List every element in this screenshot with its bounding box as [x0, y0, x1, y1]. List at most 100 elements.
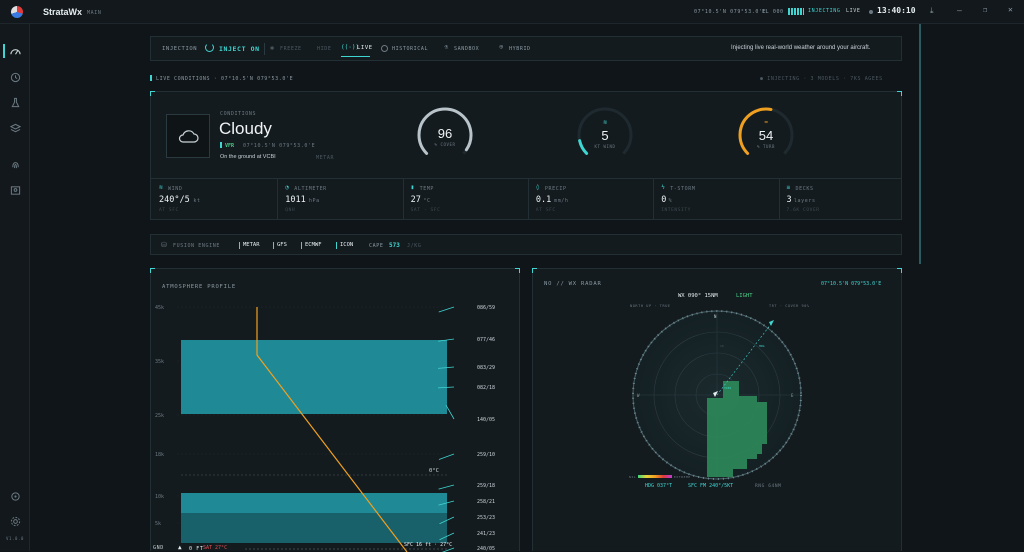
- svg-text:VCBI: VCBI: [724, 386, 731, 390]
- conditions-source: METAR: [316, 155, 335, 161]
- injection-toolbar: INJECTION INJECT ON ✱ FREEZE HIDE ((·)) …: [150, 36, 902, 61]
- fusion-icon: ⛁: [161, 241, 167, 249]
- wind-label: 253/23: [477, 515, 495, 521]
- tab-live-underline: [341, 56, 370, 57]
- altitude-tick: 25k: [155, 413, 164, 419]
- fingerprint-icon[interactable]: [8, 157, 22, 171]
- wind-label: 258/21: [477, 499, 495, 505]
- altitude-tick: 45k: [155, 305, 164, 311]
- layers-icon: ≡: [786, 184, 791, 191]
- layers-icon[interactable]: [8, 121, 22, 135]
- settings-gear-icon[interactable]: [8, 514, 22, 528]
- svg-text:HDG: HDG: [759, 344, 765, 348]
- history-icon[interactable]: [8, 70, 22, 84]
- metric-decks: ≡ DECKS 3 layers 7.6K COVER: [778, 179, 904, 219]
- panel-corner: [532, 268, 537, 273]
- cloud-layer-low: [181, 493, 447, 513]
- metric-wind: ≋ WIND 240°/5 kt AT SFC: [152, 179, 277, 219]
- dashboard-icon[interactable]: [8, 44, 22, 58]
- minimize-button[interactable]: –: [957, 6, 962, 15]
- altitude-tick: 5k: [155, 521, 161, 527]
- intensity-scale-bar: [638, 475, 672, 478]
- panel-corner: [150, 91, 155, 96]
- wind-icon: ≋: [159, 184, 163, 191]
- metric-unit: mm/h: [554, 198, 569, 204]
- wind-barb: [438, 366, 455, 369]
- app-name: StrataWx: [43, 7, 83, 17]
- wind-barb: [438, 453, 455, 460]
- altitude-tick: 35k: [155, 359, 164, 365]
- wind-label: 077/46: [477, 337, 495, 343]
- hide-button[interactable]: HIDE: [317, 46, 332, 52]
- radar-heading: HDG 037°T: [645, 483, 673, 489]
- metric-unit: °C: [423, 198, 431, 204]
- metrics-divider: [151, 178, 901, 179]
- lightning-icon: ϟ: [661, 184, 665, 191]
- atmosphere-title: ATMOSPHERE PROFILE: [162, 284, 237, 290]
- panel-corner: [897, 268, 902, 273]
- clock-dot-icon: [869, 10, 873, 14]
- close-button[interactable]: ✕: [1008, 5, 1013, 14]
- tab-hybrid[interactable]: HYBRID: [509, 46, 531, 52]
- gauge-label: KT WIND: [594, 144, 616, 149]
- radar-alt-label: TRT · COVER 90%: [769, 304, 810, 308]
- gauge-label: % TURB: [756, 144, 776, 149]
- radar-scope: N W E 10 HDG VCBI: [632, 310, 802, 480]
- metric-sub: AT SFC: [535, 208, 556, 213]
- inject-on-toggle[interactable]: INJECT ON: [219, 45, 260, 53]
- wind-barb: [445, 404, 455, 420]
- freeze-button[interactable]: FREEZE: [280, 46, 302, 52]
- cape-value: 573: [389, 242, 400, 249]
- metric-value: 0.1: [535, 195, 552, 205]
- maximize-button[interactable]: ❐: [983, 6, 988, 14]
- lab-icon[interactable]: [8, 95, 22, 109]
- conditions-location: On the ground at VCBI: [220, 154, 276, 160]
- scale-low-label: NIL: [629, 475, 637, 479]
- svg-text:N: N: [714, 314, 717, 319]
- svg-text:E: E: [791, 393, 794, 398]
- tab-historical[interactable]: HISTORICAL: [392, 46, 429, 52]
- source-gfs: GFS: [277, 242, 287, 248]
- wind-lines-icon: ≋: [603, 119, 607, 126]
- flight-rule-badge: VFR: [225, 143, 235, 149]
- fusion-engine-bar: ⛁ FUSION ENGINE METAR GFS ECMWF ICON CAP…: [150, 234, 902, 255]
- svg-text:10: 10: [720, 344, 724, 348]
- metric-label: TEMP: [419, 186, 435, 192]
- scrollbar-thumb[interactable]: [919, 24, 921, 264]
- metric-value: 240°/5: [159, 195, 190, 205]
- metric-altimeter: ◔ ALTIMETER 1011 hPa QNH: [277, 179, 402, 219]
- power-icon: [205, 43, 214, 52]
- ground-label: GND: [153, 545, 164, 551]
- panel-corner: [150, 268, 155, 273]
- section-marker: [150, 75, 152, 81]
- wind-barb: [439, 532, 455, 541]
- app-version: v1.0.0: [6, 536, 25, 541]
- wind-barb: [441, 547, 455, 552]
- download-icon[interactable]: ⤓: [930, 6, 934, 15]
- sat-temp: SAT 27°C: [203, 545, 228, 551]
- conditions-panel: CONDITIONS Cloudy VFR 07°10.5'N 079°53.0…: [150, 91, 902, 220]
- metric-label: ALTIMETER: [294, 186, 327, 192]
- metric-unit: kt: [193, 198, 201, 204]
- wind-label: 086/59: [477, 305, 495, 311]
- toolbar-divider: [264, 43, 265, 55]
- hybrid-icon: ⊕: [499, 43, 504, 51]
- source-bar: [273, 242, 274, 249]
- tab-live[interactable]: LIVE: [357, 45, 373, 51]
- altitude-tick: 18k: [155, 452, 164, 458]
- source-bar: [336, 242, 337, 249]
- sfc-readout: SFC 16 ft · 27°C: [404, 542, 453, 548]
- atmosphere-chart: 45k 35k 25k 18k 10k 5k 086/59 077/46 083/29 082/1…: [155, 305, 495, 552]
- metric-sub: INTENSITY: [661, 208, 691, 213]
- radar-surface-wind: SFC FM 240°/5KT: [688, 483, 734, 489]
- svg-text:W: W: [637, 393, 640, 398]
- scrollbar[interactable]: [918, 24, 924, 551]
- map-pin-icon[interactable]: [8, 183, 22, 197]
- metric-label: PRECIP: [544, 186, 567, 192]
- app-subtitle: MAIN: [87, 10, 102, 16]
- tab-sandbox[interactable]: SANDBOX: [454, 46, 480, 52]
- help-icon[interactable]: [8, 489, 22, 503]
- wind-label: 259/10: [477, 452, 495, 458]
- freezing-level-label: 0°C: [429, 468, 439, 474]
- scale-high-label: EXTREME: [674, 475, 691, 479]
